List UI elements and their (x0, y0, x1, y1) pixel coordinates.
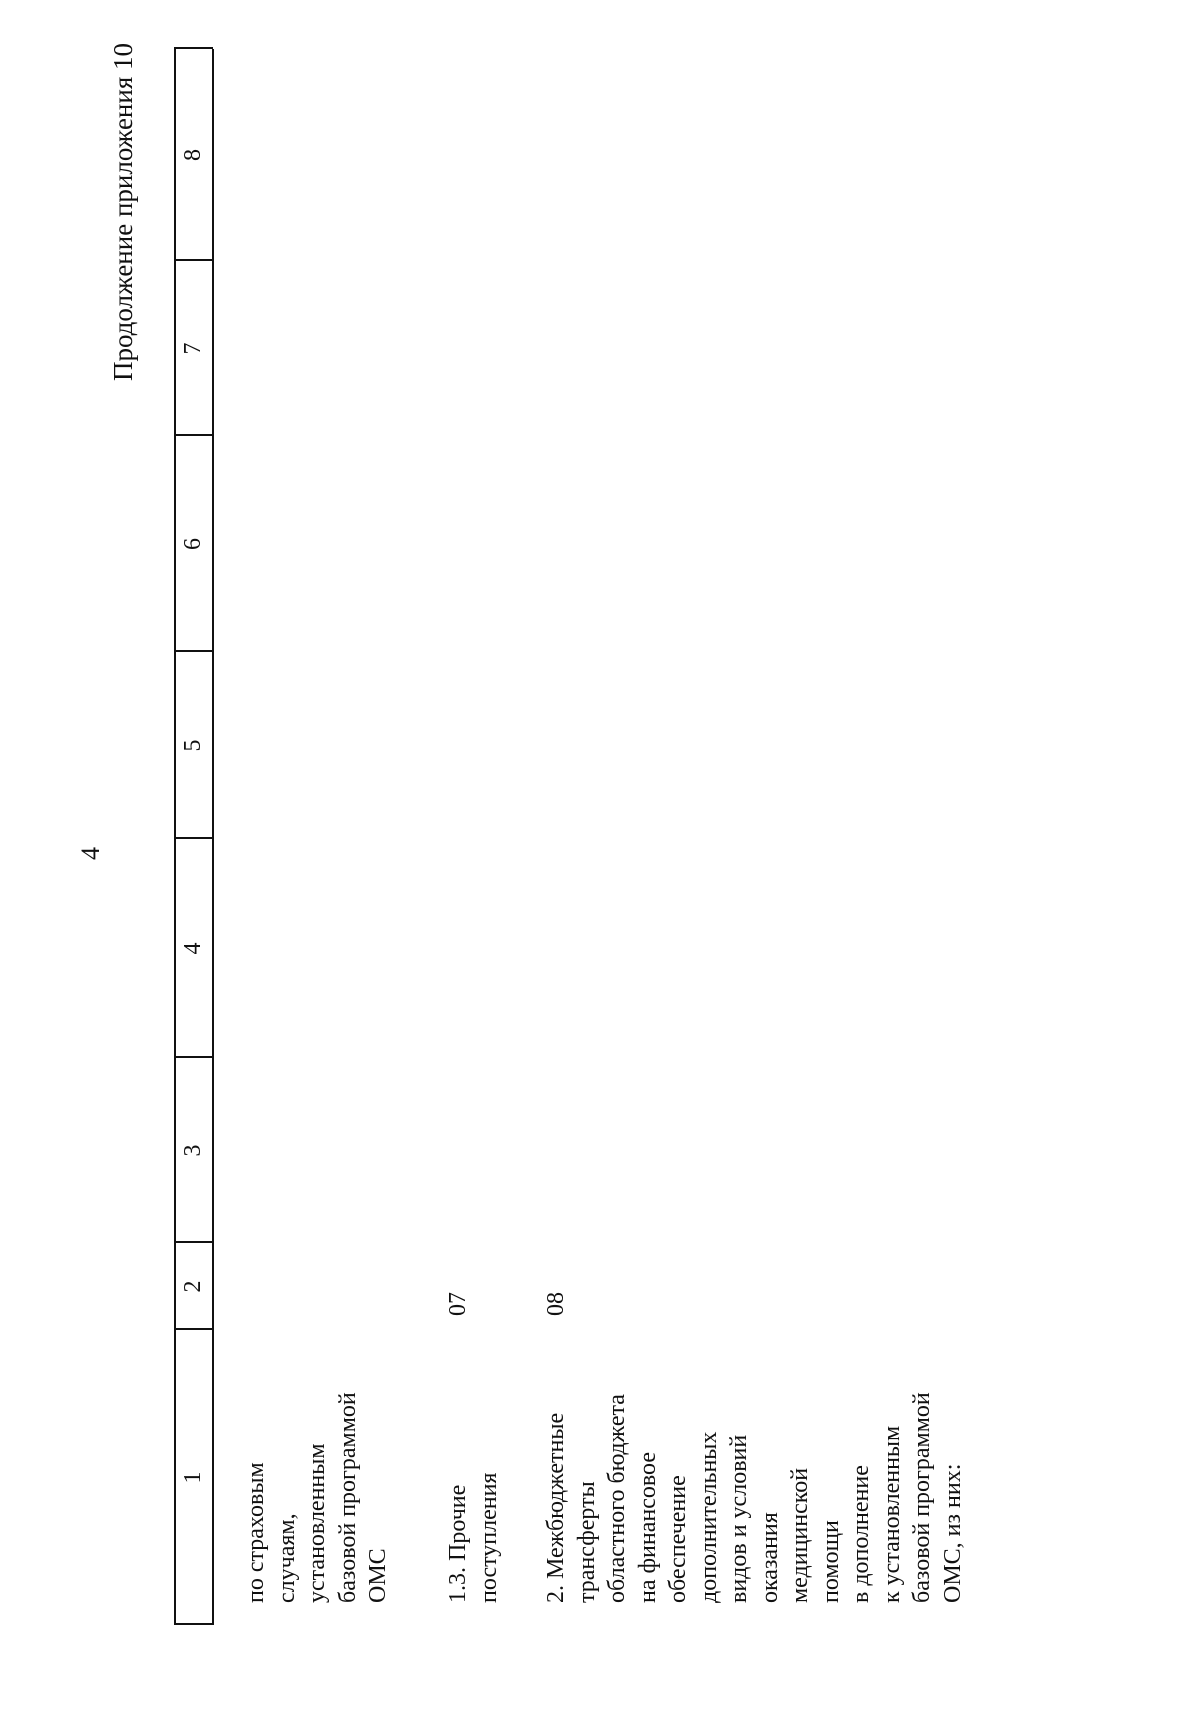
row-name-line: на финансовое (634, 1452, 661, 1603)
column-separator (174, 259, 213, 261)
continuation-note: Продолжение приложения 10 (108, 43, 138, 382)
column-separator (174, 434, 213, 436)
row-name-line: областного бюджета (604, 1394, 630, 1603)
row-name-line: помощи (817, 1520, 844, 1603)
row-name-line: базовой программой (334, 1392, 361, 1603)
row-code: 07 (445, 1292, 471, 1316)
column-separator (174, 1056, 213, 1058)
row-name-line: видов и условий (726, 1434, 752, 1603)
row-name-line: в дополнение (848, 1465, 874, 1603)
row-name-line: установленным (304, 1443, 330, 1603)
column-number: 8 (180, 149, 206, 161)
column-number: 6 (180, 538, 206, 550)
row-name-line: трансферты (573, 1481, 600, 1603)
page-number: 4 (76, 847, 105, 860)
row-name-line: 2. Межбюджетные (543, 1412, 569, 1603)
column-separator (174, 650, 213, 652)
column-separator (174, 1328, 213, 1330)
column-separator (174, 837, 213, 839)
column-number: 3 (180, 1144, 206, 1157)
row-name-line: к установленным (878, 1425, 905, 1603)
column-number: 1 (180, 1471, 206, 1484)
column-number: 7 (180, 342, 206, 355)
column-separator (174, 1241, 213, 1243)
row-name-line: ОМС (365, 1548, 391, 1603)
row-name-line: дополнительных (695, 1431, 722, 1603)
column-separator (174, 1623, 213, 1625)
row-name-line: по страховым (243, 1462, 269, 1603)
column-number: 5 (180, 739, 206, 752)
row-name-line: оказания (756, 1512, 783, 1603)
column-number: 2 (180, 1280, 206, 1293)
row-name-line: медицинской (787, 1467, 813, 1603)
row-name-line: обеспечение (665, 1475, 691, 1603)
row-name-line: ОМС, из них: (939, 1463, 966, 1603)
row-name-line: базовой программой (909, 1392, 935, 1603)
row-name-line: случаям, (273, 1513, 300, 1603)
row-name-line: 1.3. Прочие (445, 1484, 471, 1603)
row-code: 08 (543, 1292, 569, 1316)
row-name-line: поступления (475, 1472, 502, 1603)
column-separator (174, 47, 213, 49)
column-number: 4 (180, 942, 206, 955)
